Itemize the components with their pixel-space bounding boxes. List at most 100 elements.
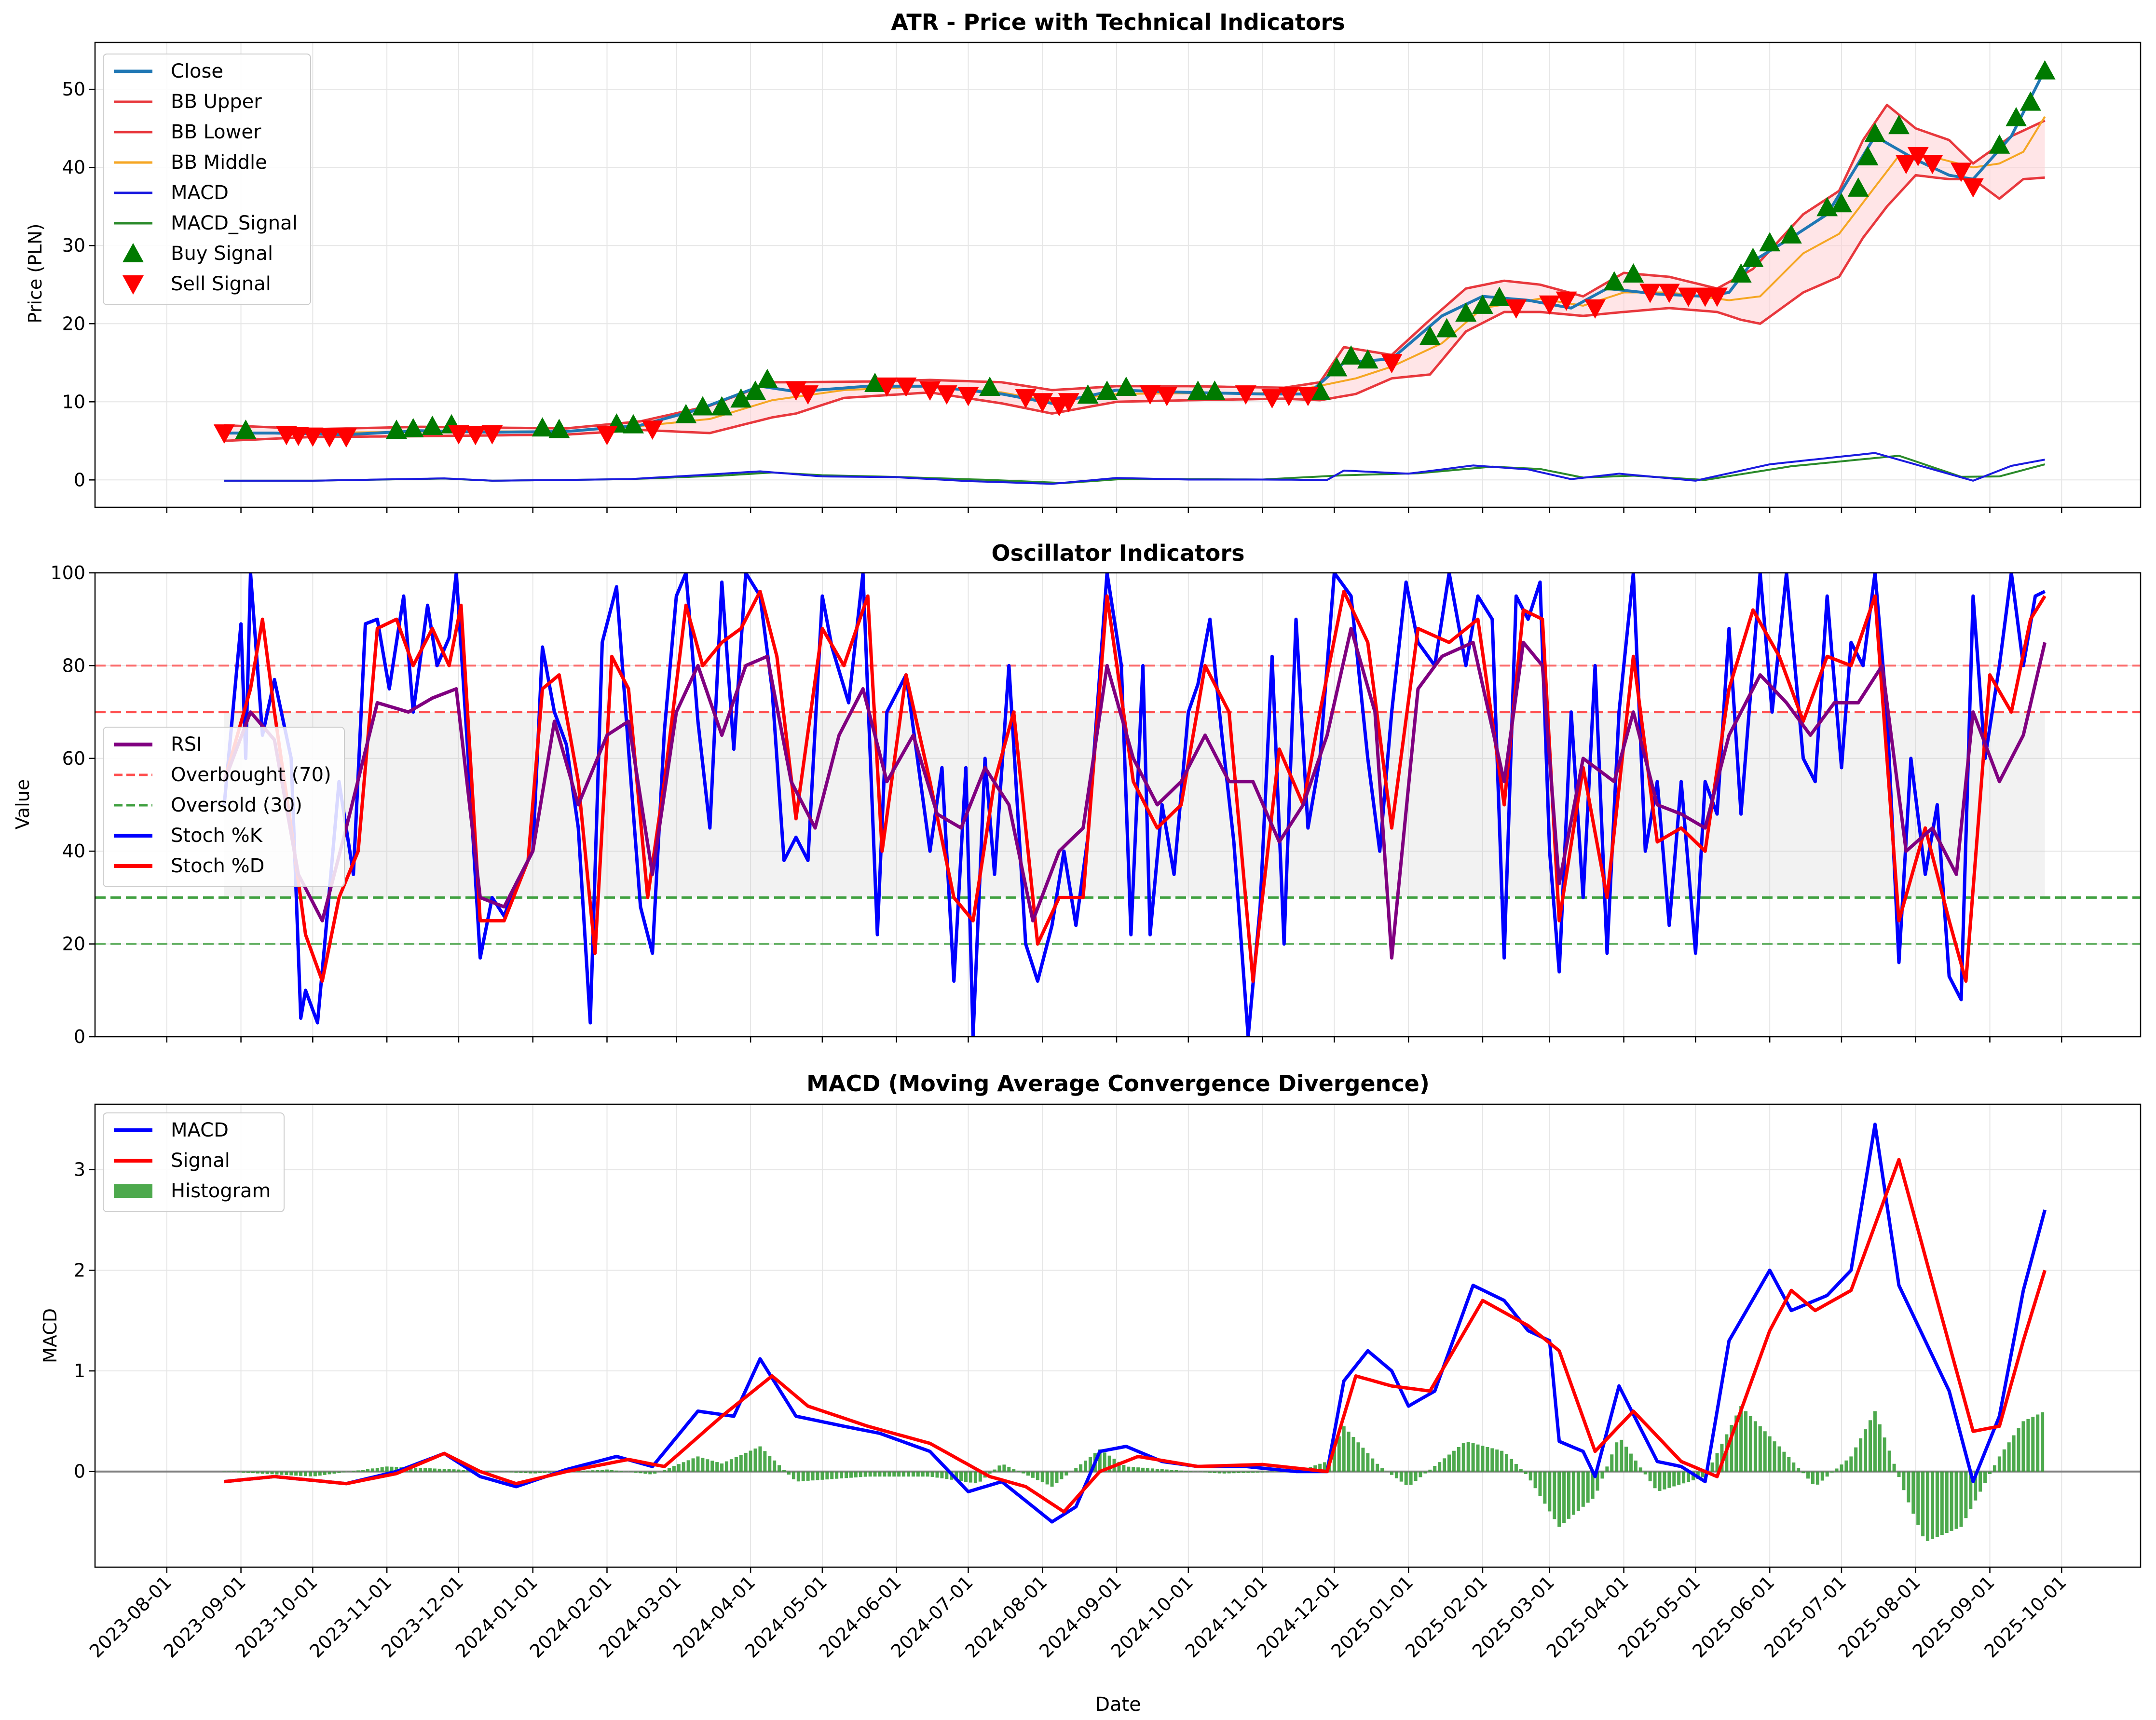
stoch-k-line [222, 573, 2046, 1037]
histogram-bar [538, 1471, 542, 1474]
sell-signal-marker [1235, 385, 1256, 405]
histogram-bar [739, 1455, 743, 1472]
osc-y-tick-label: 100 [50, 562, 85, 583]
histogram-bar [1653, 1471, 1657, 1489]
histogram-bar [1495, 1449, 1499, 1472]
histogram-bar [906, 1471, 910, 1477]
osc-legend-label: RSI [171, 733, 202, 756]
histogram-bar [1232, 1471, 1236, 1474]
histogram-bar [1213, 1471, 1216, 1473]
buy-signal-marker [1742, 247, 1764, 267]
histogram-bar [1562, 1471, 1566, 1523]
histogram-bar [1390, 1471, 1393, 1475]
histogram-bar [1744, 1411, 1748, 1472]
histogram-bar [639, 1471, 642, 1474]
histogram-bar [1040, 1471, 1044, 1482]
macd-legend-swatch [114, 1184, 152, 1198]
price-axes-frame [94, 41, 2142, 508]
osc-y-tick-label: 0 [74, 1026, 85, 1047]
sell-signal-marker [1015, 389, 1037, 409]
sell-signal-marker [481, 425, 503, 445]
buy-signal-marker [1847, 177, 1869, 197]
price-y-tick-label: 30 [62, 235, 85, 256]
histogram-bar [1036, 1471, 1039, 1480]
price-y-tick-label: 40 [62, 157, 85, 178]
buy-signal-marker [711, 396, 733, 416]
histogram-bar [1376, 1463, 1379, 1472]
price-legend-label: Close [171, 60, 223, 82]
histogram-bar [1217, 1471, 1221, 1474]
histogram-bar [327, 1471, 331, 1475]
histogram-bar [423, 1468, 427, 1472]
bb-lower-line [224, 174, 2045, 442]
histogram-bar [1117, 1462, 1121, 1472]
histogram-bar [1715, 1453, 1719, 1472]
histogram-bar [576, 1471, 580, 1472]
histogram-bar [1500, 1450, 1504, 1472]
sell-signal-marker [1505, 299, 1527, 319]
histogram-bar [1476, 1444, 1480, 1472]
buy-signal-marker [422, 415, 443, 435]
histogram-bar [600, 1470, 604, 1472]
histogram-bar [1394, 1471, 1398, 1478]
histogram-bar [672, 1466, 676, 1472]
histogram-bar [1428, 1469, 1432, 1472]
histogram-bar [1246, 1471, 1250, 1473]
sell-signal-marker [1156, 387, 1178, 406]
sell-signal-marker [641, 420, 663, 440]
histogram-bar [1538, 1471, 1542, 1496]
histogram-bar [1605, 1466, 1609, 1472]
histogram-bar [1787, 1457, 1791, 1472]
osc-legend-label: Stoch %K [171, 825, 263, 847]
buy-signal-marker [1603, 271, 1625, 291]
histogram-bar [1380, 1468, 1384, 1472]
histogram-bar [1629, 1453, 1633, 1472]
histogram-bar [1687, 1471, 1691, 1482]
histogram-bar [883, 1471, 887, 1477]
histogram-bar [1682, 1471, 1686, 1484]
histogram-bar [973, 1471, 977, 1484]
histogram-bar [845, 1471, 848, 1478]
histogram-bar [1964, 1471, 1968, 1518]
price-legend-label: BB Lower [171, 121, 261, 143]
histogram-bar [787, 1471, 791, 1475]
histogram-bar [1208, 1471, 1212, 1473]
histogram-bar [385, 1466, 389, 1472]
sell-signal-marker [1658, 284, 1680, 303]
histogram-bar [352, 1471, 355, 1472]
buy-signal-marker [548, 419, 570, 438]
histogram-bar [1620, 1439, 1624, 1472]
histogram-bar [447, 1469, 451, 1472]
histogram-bar [758, 1446, 762, 1472]
oscillator-panel-title: Oscillator Indicators [992, 540, 1245, 566]
histogram-bar [677, 1464, 681, 1472]
histogram-bar [1868, 1420, 1872, 1472]
sell-signal-marker [1907, 147, 1929, 166]
histogram-bar [1256, 1471, 1260, 1473]
sell-signal-marker [1950, 163, 1972, 182]
sell-signal-marker [1678, 287, 1699, 307]
signal-line [224, 1158, 2047, 1514]
histogram-bar [1859, 1438, 1863, 1472]
buy-signal-marker [756, 368, 778, 388]
histogram-bar [854, 1471, 858, 1477]
histogram-bar [1768, 1436, 1772, 1472]
price-y-tick-label: 0 [74, 469, 85, 490]
histogram-bar [519, 1471, 523, 1473]
histogram-bar [1830, 1471, 1834, 1473]
macd-y-tick-label: 3 [74, 1159, 85, 1180]
buy-signal-marker [2006, 107, 2027, 127]
histogram-bar [452, 1469, 456, 1472]
histogram-bar [1624, 1447, 1628, 1472]
histogram-bar [945, 1471, 949, 1479]
histogram-bar [830, 1471, 834, 1479]
histogram-bar [816, 1471, 819, 1480]
buy-signal-marker [1759, 232, 1781, 252]
histogram-bar [1533, 1471, 1537, 1489]
histogram-bar [1610, 1454, 1614, 1472]
histogram-bar [701, 1458, 705, 1472]
histogram-bar [868, 1471, 872, 1477]
stoch-d-line [222, 590, 2047, 983]
histogram-bar [529, 1471, 532, 1474]
sell-signal-marker [919, 381, 941, 401]
